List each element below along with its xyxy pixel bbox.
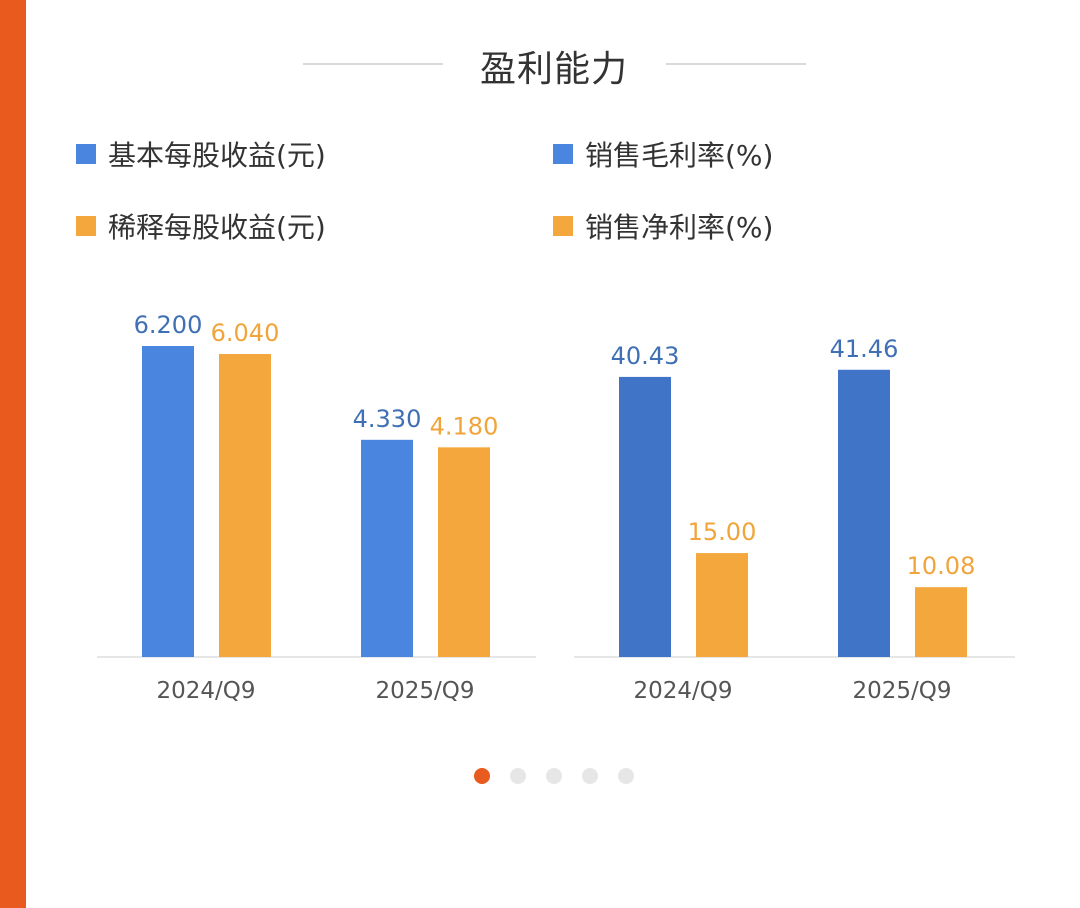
legend-label: 销售净利率(%) — [585, 211, 774, 244]
section-title: 盈利能力 — [479, 49, 628, 90]
bar-eps-s0-c0 — [142, 346, 194, 657]
data-label: 4.180 — [430, 412, 499, 440]
pager-dot-4[interactable] — [582, 768, 598, 784]
category-label: 2024/Q9 — [156, 678, 255, 704]
bar-eps-s1-c0 — [219, 354, 271, 657]
data-label: 40.43 — [611, 342, 680, 370]
bar-margin-s0-c1 — [838, 369, 890, 657]
legend-swatch — [553, 144, 573, 164]
pager-dot-3[interactable] — [546, 768, 562, 784]
legend-item-basic-eps: 基本每股收益(元) — [76, 134, 326, 174]
bar-margin-s1-c0 — [696, 553, 748, 657]
data-label: 6.200 — [134, 311, 203, 339]
bar-eps-s0-c1 — [361, 439, 413, 657]
data-label: 4.330 — [353, 405, 422, 433]
legend-item-net-margin: 销售净利率(%) — [553, 206, 773, 246]
data-label: 15.00 — [688, 518, 757, 546]
legend-label: 基本每股收益(元) — [108, 139, 326, 172]
data-label: 6.040 — [211, 319, 280, 347]
data-label: 41.46 — [830, 335, 899, 363]
category-label: 2024/Q9 — [633, 678, 732, 704]
pager-dot-1[interactable] — [474, 768, 490, 784]
legend-item-gross-margin: 销售毛利率(%) — [553, 134, 773, 174]
bar-margin-s0-c0 — [619, 376, 671, 657]
title-divider-left — [303, 63, 443, 65]
category-label: 2025/Q9 — [375, 678, 474, 704]
bar-margin-s1-c1 — [915, 587, 967, 657]
bar-eps-s1-c1 — [438, 447, 490, 657]
accent-side-bar — [0, 0, 26, 908]
legend-item-diluted-eps: 稀释每股收益(元) — [76, 206, 326, 246]
data-label: 10.08 — [907, 552, 976, 580]
carousel-pagination — [474, 768, 654, 784]
category-label: 2025/Q9 — [852, 678, 951, 704]
legend-label: 销售毛利率(%) — [585, 139, 774, 172]
section-header: 盈利能力 — [26, 36, 1080, 92]
legend-swatch — [553, 216, 573, 236]
pager-dot-2[interactable] — [510, 768, 526, 784]
pager-dot-5[interactable] — [618, 768, 634, 784]
title-divider-right — [666, 63, 806, 65]
legend-swatch — [76, 144, 96, 164]
legend-label: 稀释每股收益(元) — [108, 211, 326, 244]
legend-swatch — [76, 216, 96, 236]
